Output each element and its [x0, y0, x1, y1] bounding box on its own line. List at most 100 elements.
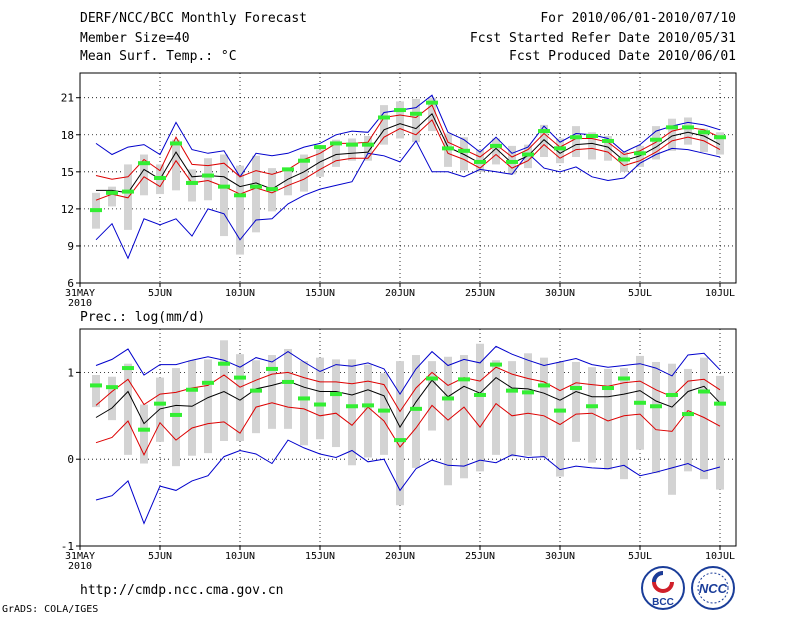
prec-obs-mark — [202, 380, 214, 385]
prec-obs-mark — [122, 366, 134, 371]
prec-obs-mark — [298, 396, 310, 401]
temp-obs-mark — [538, 129, 550, 134]
temp-ensemble-box — [716, 132, 724, 155]
prec-obs-mark — [442, 396, 454, 401]
temp-ensemble-box — [460, 137, 468, 171]
prec-obs-mark — [218, 361, 230, 366]
prec-obs-mark — [538, 383, 550, 388]
temp-ensemble-box — [348, 138, 356, 161]
prec-xtick-label: 20JUN — [385, 551, 415, 562]
prec-obs-mark — [250, 388, 262, 393]
prec-ensemble-box — [300, 361, 308, 446]
prec-obs-mark — [586, 404, 598, 409]
forecast-period: For 2010/06/01-2010/07/10 — [540, 11, 736, 26]
temp-obs-mark — [218, 184, 230, 189]
temp-ensemble-box — [252, 155, 260, 233]
temp-obs-mark — [570, 135, 582, 140]
temp-ensemble-box — [684, 117, 692, 145]
prec-ensemble-box — [188, 360, 196, 456]
temp-obs-mark — [202, 173, 214, 178]
prec-obs-mark — [682, 412, 694, 417]
temp-xtick-label: 5JUL — [628, 288, 652, 299]
prec-ensemble-box — [108, 376, 116, 421]
temp-mean-line — [96, 112, 721, 194]
temp-obs-mark — [506, 159, 518, 164]
prec-ensemble-box — [348, 359, 356, 466]
temp-ensemble-box — [204, 158, 212, 201]
temp-ensemble-box — [284, 169, 292, 196]
bcc-logo-text: BCC — [652, 597, 674, 608]
temp-ensemble-box — [316, 149, 324, 177]
temp-obs-mark — [234, 193, 246, 198]
prec-obs-mark — [330, 392, 342, 397]
temp-obs-mark — [682, 125, 694, 130]
prec-max-line — [95, 345, 721, 396]
member-size: Member Size=40 — [80, 31, 190, 46]
prec-obs-mark — [106, 385, 118, 390]
prec-obs-mark — [554, 408, 566, 413]
temp-obs-mark — [618, 157, 630, 162]
prec-upper-line — [95, 366, 721, 413]
prec-ensemble-box — [92, 375, 100, 408]
source-url[interactable]: http://cmdp.ncc.cma.gov.cn — [80, 583, 284, 598]
temp-obs-mark — [282, 167, 294, 172]
prec-ensemble-box — [428, 361, 436, 431]
temp-obs-mark — [602, 138, 614, 143]
temp-obs-mark — [650, 137, 662, 142]
prec-ensemble-box — [540, 357, 548, 458]
temp-ytick-label: 9 — [67, 240, 74, 253]
temp-ensemble-box — [572, 126, 580, 157]
prec-ensemble-box — [524, 353, 532, 456]
temp-obs-mark — [154, 176, 166, 180]
prec-obs-mark — [506, 388, 518, 393]
temp-ensemble-box — [380, 105, 388, 145]
temp-ensemble-box — [492, 138, 500, 165]
temp-ensemble-box — [364, 136, 372, 161]
prec-obs-mark — [666, 392, 678, 397]
prec-obs-mark — [90, 383, 102, 388]
prec-obs-mark — [170, 412, 182, 417]
prec-obs-mark — [474, 392, 486, 397]
prec-ensemble-box — [156, 377, 164, 442]
prec-ytick-label: 1 — [67, 366, 74, 379]
temp-obs-mark — [330, 141, 342, 146]
temp-obs-mark — [106, 190, 118, 195]
prec-obs-mark — [314, 402, 326, 407]
prec-ytick-label: 0 — [67, 453, 74, 466]
prec-ensemble-box — [620, 368, 628, 480]
prec-ensemble-box — [124, 363, 132, 455]
temp-max-line — [95, 94, 721, 178]
temp-obs-mark — [122, 189, 134, 194]
prec-obs-mark — [618, 376, 630, 381]
prec-xtick-label: 5JUL — [628, 551, 652, 562]
prec-ensemble-box — [652, 361, 660, 474]
temp-obs-mark — [426, 100, 438, 105]
temp-obs-mark — [554, 146, 566, 151]
prec-ensemble-box — [268, 355, 276, 429]
temp-ensemble-box — [188, 169, 196, 202]
prec-ensemble-box — [716, 375, 724, 490]
prec-obs-mark — [378, 408, 390, 413]
temp-xtick-label: 31MAY — [65, 288, 95, 299]
prec-mean-line — [95, 376, 721, 429]
prec-ensemble-box — [252, 360, 260, 434]
prec-ensemble-box — [220, 340, 228, 441]
temp-frame — [79, 72, 737, 284]
prec-obs-mark — [634, 400, 646, 405]
prec-ensemble-box — [604, 368, 612, 470]
temp-obs-mark — [490, 143, 502, 148]
prec-ensemble-box — [444, 356, 452, 486]
prec-min-line — [95, 439, 721, 525]
temp-ensemble-box — [140, 154, 148, 196]
prec-ensemble-box — [684, 368, 692, 472]
prec-ensemble-box — [380, 373, 388, 455]
bcc-logo: BCC — [641, 566, 685, 610]
prec-ensemble-box — [412, 355, 420, 468]
prec-obs-mark — [394, 438, 406, 443]
temp-xtick-label: 10JUL — [705, 288, 735, 299]
temp-obs-mark — [186, 180, 198, 185]
temp-ytick-label: 15 — [61, 166, 74, 179]
forecast-started: Fcst Started Refer Date 2010/05/31 — [469, 31, 736, 46]
prec-ensemble-box — [140, 404, 148, 464]
